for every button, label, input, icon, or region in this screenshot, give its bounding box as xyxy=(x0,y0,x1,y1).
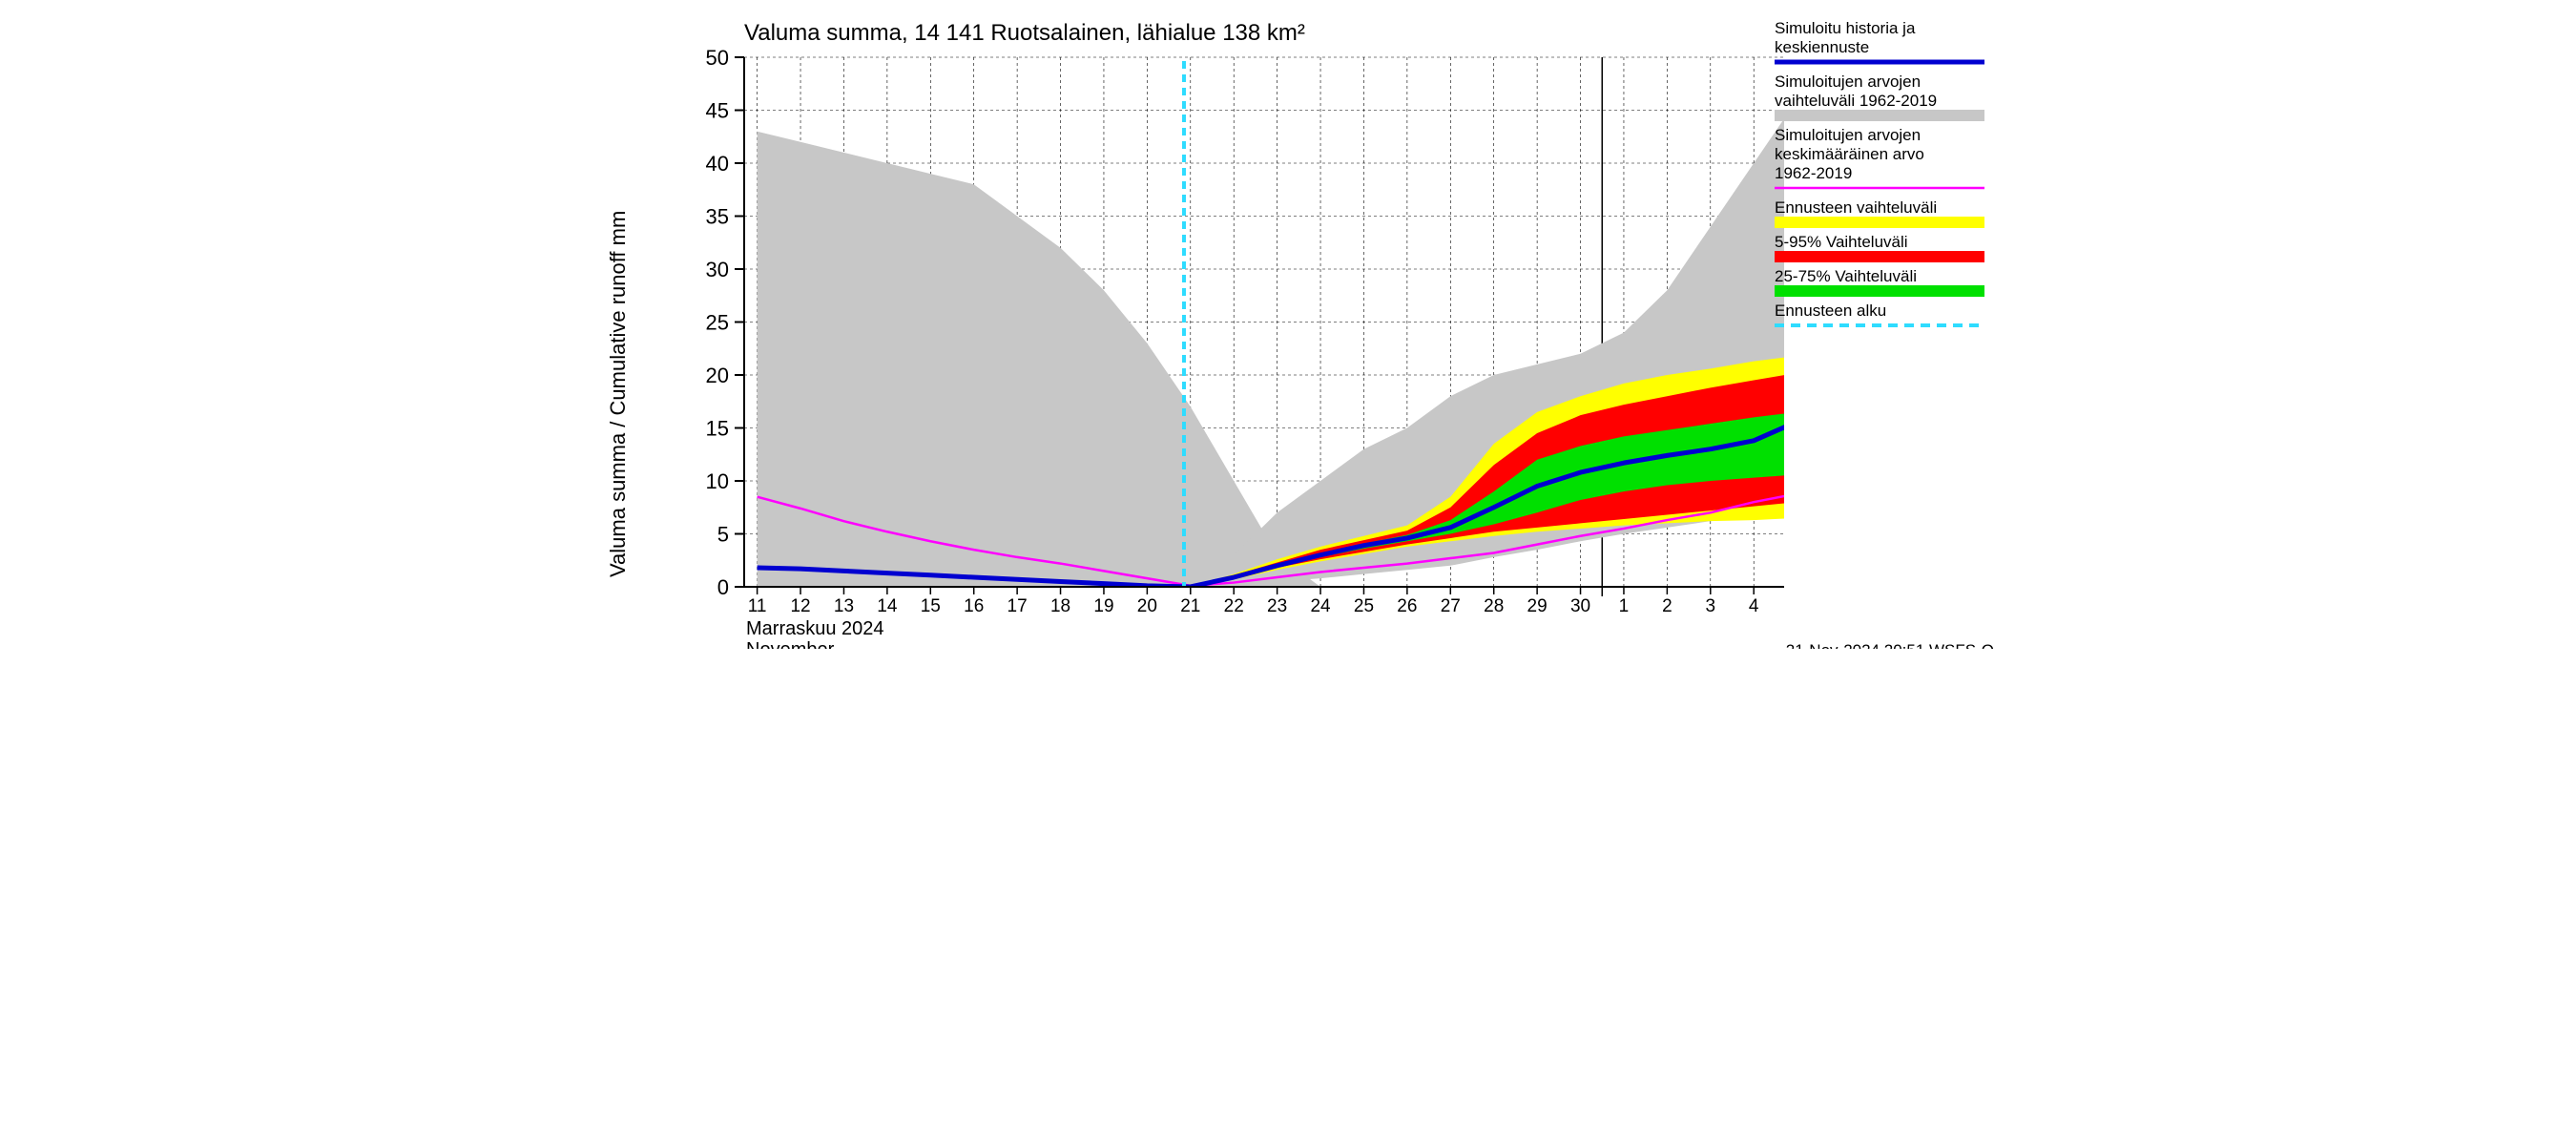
x-tick-label: 15 xyxy=(921,596,941,616)
x-tick-label: 11 xyxy=(748,596,767,616)
legend-label: 5-95% Vaihteluväli xyxy=(1775,233,1908,251)
x-tick-label: 12 xyxy=(790,596,810,616)
y-axis-label: Valuma summa / Cumulative runoff mm xyxy=(606,211,630,577)
x-axis-label-1: Marraskuu 2024 xyxy=(746,618,884,639)
x-tick-label: 4 xyxy=(1749,596,1759,616)
legend-label: Ennusteen vaihteluväli xyxy=(1775,198,1937,217)
x-tick-label: 20 xyxy=(1137,596,1157,616)
legend-label: Simuloitujen arvojen xyxy=(1775,73,1921,91)
x-axis-label-2: November xyxy=(746,639,835,649)
y-tick-label: 35 xyxy=(706,205,729,229)
y-tick-label: 30 xyxy=(706,258,729,281)
legend-label: Simuloitujen arvojen xyxy=(1775,126,1921,144)
legend-label: keskimääräinen arvo xyxy=(1775,145,1924,163)
chart-svg: 0510152025303540455011121314151617181920… xyxy=(572,0,2004,649)
x-tick-label: 30 xyxy=(1570,596,1590,616)
y-tick-label: 50 xyxy=(706,46,729,70)
x-tick-label: 3 xyxy=(1706,596,1716,616)
chart-title: Valuma summa, 14 141 Ruotsalainen, lähia… xyxy=(744,20,1305,46)
legend-swatch xyxy=(1775,251,1984,262)
y-tick-label: 40 xyxy=(706,152,729,176)
y-tick-label: 5 xyxy=(717,523,729,547)
x-tick-label: 2 xyxy=(1662,596,1672,616)
x-tick-label: 16 xyxy=(964,596,984,616)
legend-swatch xyxy=(1775,217,1984,228)
x-tick-label: 25 xyxy=(1354,596,1374,616)
x-tick-label: 1 xyxy=(1619,596,1630,616)
legend-label: Ennusteen alku xyxy=(1775,302,1886,320)
legend-label: Simuloitu historia ja xyxy=(1775,19,1916,37)
x-tick-label: 23 xyxy=(1267,596,1287,616)
footer-timestamp: 21-Nov-2024 20:51 WSFS-O xyxy=(1786,641,1994,649)
x-tick-label: 18 xyxy=(1050,596,1070,616)
y-tick-label: 20 xyxy=(706,364,729,387)
legend-label: keskiennuste xyxy=(1775,38,1869,56)
x-tick-label: 29 xyxy=(1527,596,1548,616)
x-tick-label: 17 xyxy=(1008,596,1028,616)
x-tick-label: 26 xyxy=(1397,596,1417,616)
x-tick-label: 24 xyxy=(1310,596,1331,616)
legend-label: 1962-2019 xyxy=(1775,164,1852,182)
legend-swatch xyxy=(1775,110,1984,121)
y-tick-label: 25 xyxy=(706,311,729,335)
chart-container: 0510152025303540455011121314151617181920… xyxy=(572,0,2004,649)
y-tick-label: 15 xyxy=(706,417,729,441)
x-tick-label: 28 xyxy=(1484,596,1504,616)
legend-swatch xyxy=(1775,285,1984,297)
x-tick-label: 27 xyxy=(1441,596,1461,616)
y-tick-label: 45 xyxy=(706,99,729,123)
y-tick-label: 10 xyxy=(706,469,729,493)
x-tick-label: 22 xyxy=(1224,596,1244,616)
x-tick-label: 14 xyxy=(877,596,898,616)
x-tick-label: 19 xyxy=(1093,596,1113,616)
x-tick-label: 21 xyxy=(1180,596,1200,616)
legend-label: vaihteluväli 1962-2019 xyxy=(1775,92,1937,110)
y-tick-label: 0 xyxy=(717,575,729,599)
legend-label: 25-75% Vaihteluväli xyxy=(1775,267,1917,285)
x-tick-label: 13 xyxy=(834,596,854,616)
